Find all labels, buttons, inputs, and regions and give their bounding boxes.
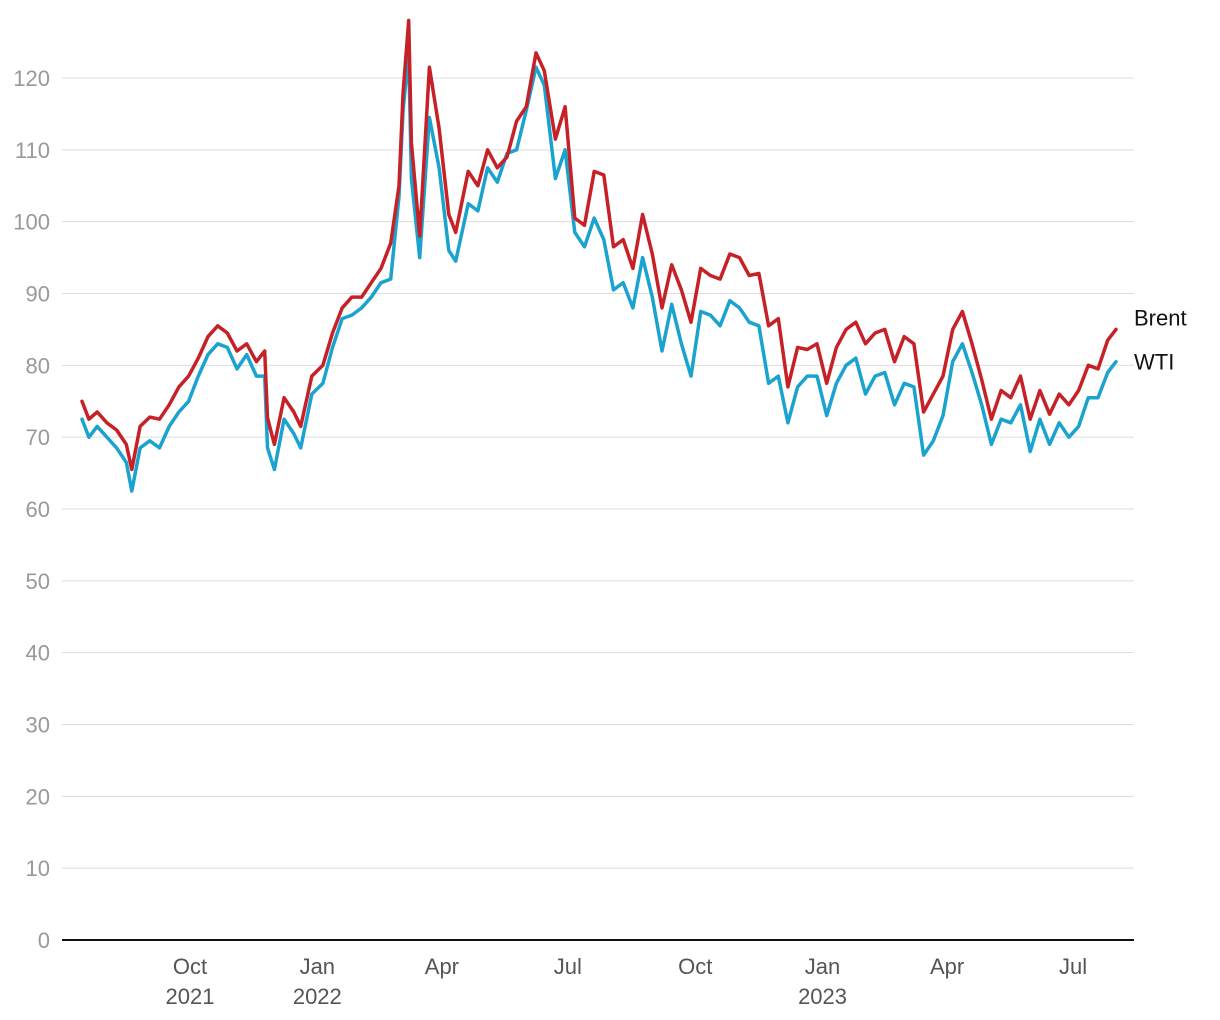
series-labels: Brent WTI [1134,305,1187,374]
y-tick-label-40: 40 [26,641,50,666]
series-label-wti: WTI [1134,350,1174,375]
x-tick-label-7: Jul [1059,954,1087,979]
x-tick-year-5: 2023 [798,984,847,1009]
y-axis-ticks: 0 10 20 30 40 50 60 70 80 90 100 110 120 [13,66,50,953]
y-tick-label-70: 70 [26,425,50,450]
y-tick-label-50: 50 [26,569,50,594]
grid-lines [62,77,1134,869]
series-lines [80,18,1118,493]
series-label-brent: Brent [1134,305,1187,330]
y-tick-label-120: 120 [13,66,50,91]
y-tick-label-20: 20 [26,784,50,809]
x-tick-label-0: Oct [173,954,207,979]
y-tick-label-60: 60 [26,497,50,522]
y-tick-label-80: 80 [26,353,50,378]
x-tick-label-6: Apr [930,954,964,979]
x-tick-label-5: Jan [805,954,840,979]
y-tick-label-10: 10 [26,856,50,881]
y-tick-label-30: 30 [26,713,50,738]
y-tick-label-100: 100 [13,210,50,235]
x-tick-label-1: Jan [300,954,335,979]
series-line-brent [80,18,1118,472]
x-tick-label-2: Apr [425,954,459,979]
y-tick-label-110: 110 [15,138,50,163]
series-line-wti [80,51,1118,493]
x-tick-year-1: 2022 [293,984,342,1009]
y-tick-label-0: 0 [38,928,50,953]
x-tick-label-3: Jul [554,954,582,979]
y-tick-label-90: 90 [26,282,50,307]
x-tick-label-4: Oct [678,954,712,979]
x-axis-ticks: Oct 2021 Jan 2022 Apr Jul Oct Jan 2023 Apr Jul [165,954,1087,1009]
x-tick-year-0: 2021 [165,984,214,1009]
